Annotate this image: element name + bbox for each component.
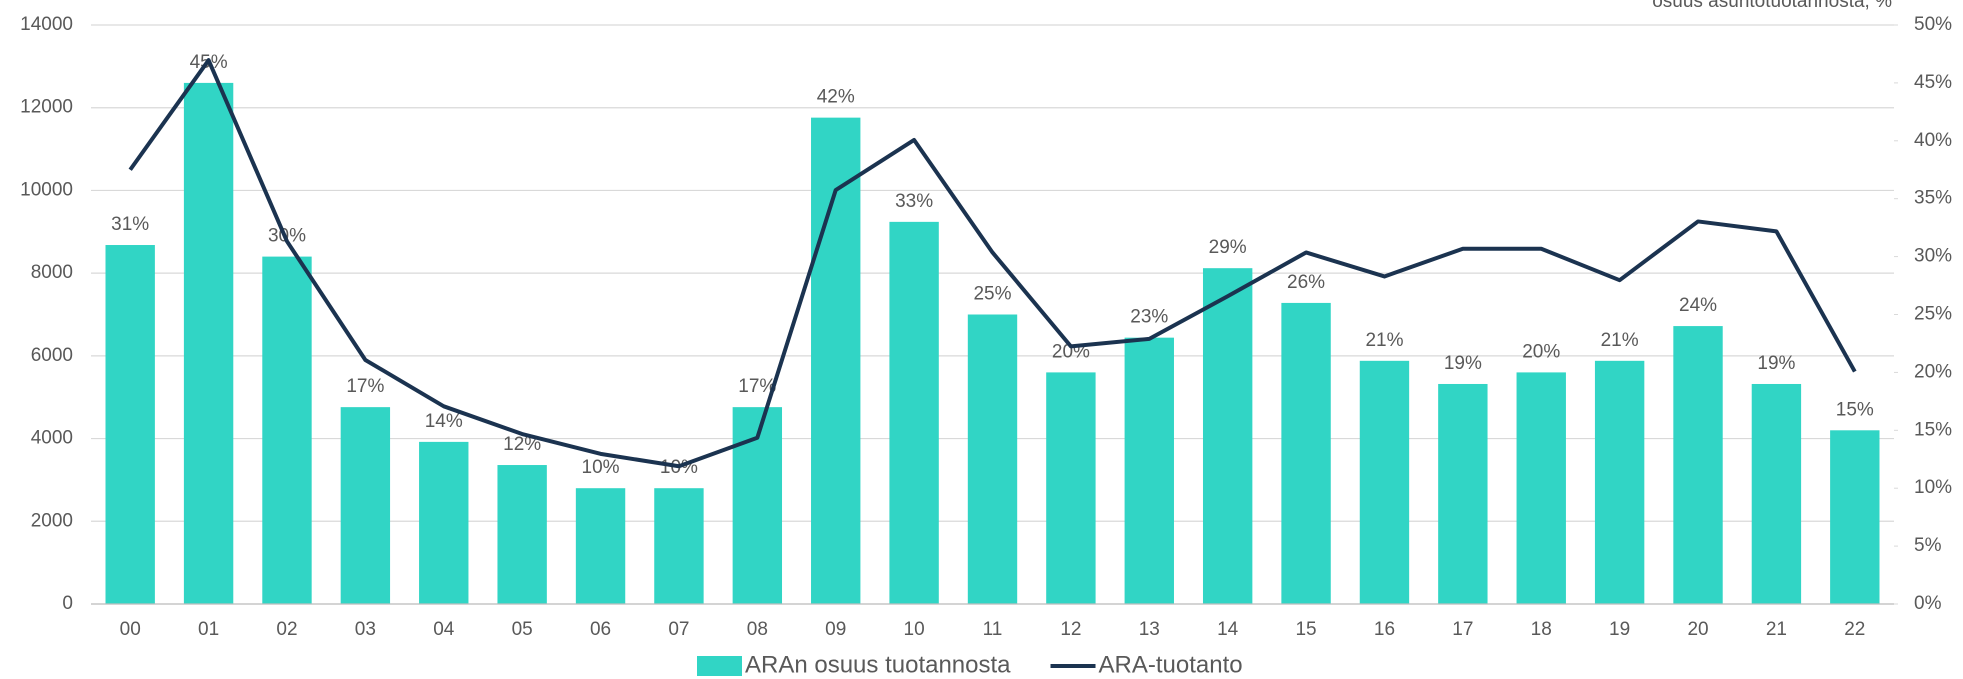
y2-tick-label: 35% <box>1914 188 1952 209</box>
data-label: 19% <box>1444 353 1482 374</box>
bar <box>183 82 234 604</box>
x-tick-label: 06 <box>590 619 611 640</box>
bar <box>105 245 155 604</box>
x-tick-label: 07 <box>668 619 689 640</box>
y2-tick-label: 25% <box>1914 304 1952 325</box>
bar <box>1830 430 1880 604</box>
data-label: 26% <box>1287 272 1325 293</box>
y2-tick-label: 40% <box>1914 130 1952 151</box>
data-label: 17% <box>738 376 776 397</box>
x-tick-label: 22 <box>1844 619 1865 640</box>
legend-swatch <box>697 656 742 676</box>
y2-tick-label: 10% <box>1914 477 1952 498</box>
bar <box>811 117 861 604</box>
bar <box>1359 360 1410 604</box>
data-label: 30% <box>268 226 306 247</box>
x-tick-label: 02 <box>276 619 297 640</box>
x-tick-label: 10 <box>904 619 925 640</box>
bar <box>1281 302 1331 604</box>
bar <box>340 407 391 604</box>
bar <box>1516 372 1566 604</box>
x-tick-label: 04 <box>433 619 455 640</box>
y2-tick-label: 50% <box>1914 14 1952 35</box>
data-label: 19% <box>1757 353 1795 374</box>
bar <box>1124 337 1174 604</box>
data-label: 12% <box>503 434 541 455</box>
x-tick-label: 12 <box>1060 619 1081 640</box>
data-label: 21% <box>1365 330 1403 351</box>
x-tick-label: 09 <box>825 619 846 640</box>
y2-tick-label: 0% <box>1914 593 1942 614</box>
data-label: 42% <box>817 87 855 108</box>
y-tick-label: 10000 <box>20 179 73 200</box>
x-tick-label: 21 <box>1766 619 1787 640</box>
legend-label: ARA-tuotanto <box>1099 651 1243 678</box>
y-tick-label: 12000 <box>20 97 73 118</box>
bar <box>1751 383 1802 604</box>
y2-tick-label: 20% <box>1914 361 1952 382</box>
line <box>128 58 1857 469</box>
bar <box>575 488 626 604</box>
y-tick-label: 14000 <box>20 14 73 35</box>
y-tick-label: 8000 <box>31 262 73 283</box>
data-label: 33% <box>895 191 933 212</box>
y2-tick-label: 45% <box>1914 72 1952 93</box>
x-tick-label: 01 <box>198 619 219 640</box>
x-tick-label: 17 <box>1452 619 1473 640</box>
x-tick-label: 18 <box>1531 619 1552 640</box>
x-tick-label: 00 <box>120 619 141 640</box>
data-label: 31% <box>111 214 149 235</box>
data-label: 20% <box>1522 341 1560 362</box>
data-label: 14% <box>425 411 463 432</box>
y2-tick-label: 5% <box>1914 535 1942 556</box>
data-label: 24% <box>1679 295 1717 316</box>
x-tick-label: 14 <box>1217 619 1239 640</box>
x-tick-label: 15 <box>1295 619 1316 640</box>
data-label: 23% <box>1130 307 1168 328</box>
x-tick-label: 20 <box>1687 619 1708 640</box>
y-tick-label: 2000 <box>31 510 73 531</box>
data-label: 17% <box>346 376 384 397</box>
x-tick-label: 16 <box>1374 619 1395 640</box>
y-tick-label: 6000 <box>31 345 73 366</box>
bar <box>1046 372 1096 604</box>
bar <box>1438 383 1488 604</box>
bar <box>1202 268 1253 604</box>
x-tick-label: 13 <box>1139 619 1160 640</box>
bar <box>732 407 783 604</box>
bar <box>262 256 312 604</box>
y2-axis-title: osuus asuntotuotannosta, % <box>1652 0 1892 12</box>
data-label: 29% <box>1209 237 1247 258</box>
bar <box>497 465 547 604</box>
x-tick-label: 11 <box>983 619 1003 640</box>
x-tick-label: 05 <box>512 619 533 640</box>
y-tick-label: 0 <box>62 593 73 614</box>
bar <box>419 441 469 604</box>
bar <box>967 314 1018 604</box>
x-tick-label: 03 <box>355 619 376 640</box>
data-label: 15% <box>1836 399 1874 420</box>
x-tick-label: 19 <box>1609 619 1630 640</box>
y2-tick-label: 15% <box>1914 419 1952 440</box>
data-label: 21% <box>1601 330 1639 351</box>
y2-tick-label: 30% <box>1914 246 1952 267</box>
x-tick-label: 08 <box>747 619 768 640</box>
data-label: 10% <box>582 457 620 478</box>
data-label: 25% <box>973 284 1011 305</box>
bar <box>1594 360 1645 604</box>
y-tick-label: 4000 <box>31 428 73 449</box>
bar <box>1673 326 1723 604</box>
bar <box>889 221 939 605</box>
bar <box>654 488 704 604</box>
legend-label: ARAn osuus tuotannosta <box>745 651 1011 678</box>
